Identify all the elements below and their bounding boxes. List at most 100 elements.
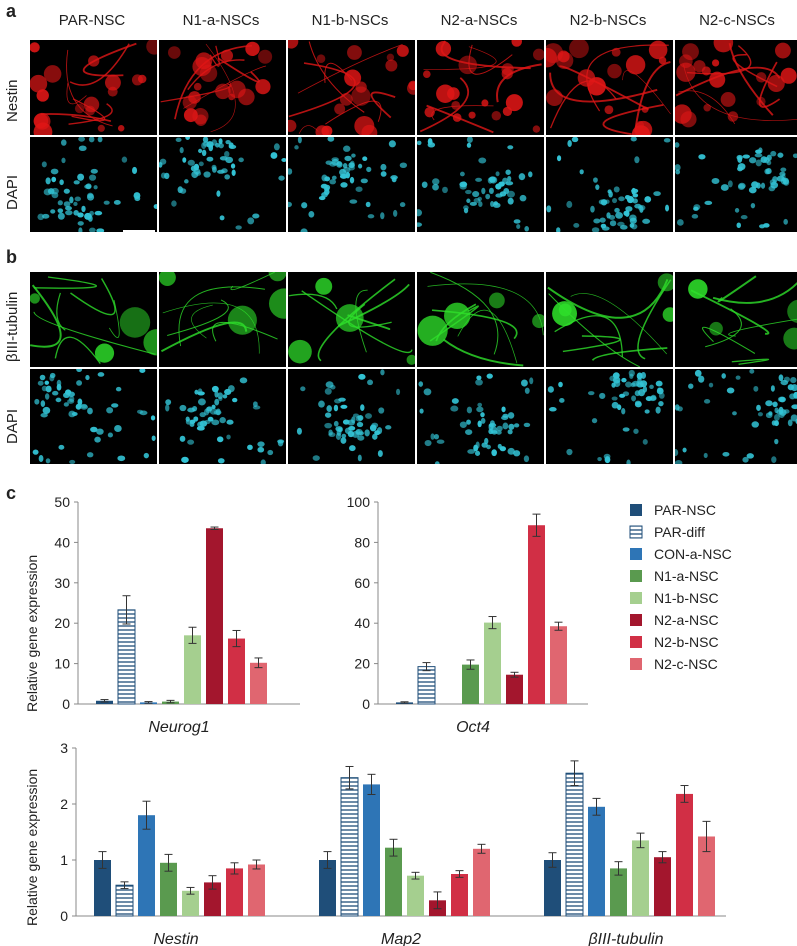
legend-label: CON-a-NSC xyxy=(654,546,732,562)
legend-label: PAR-NSC xyxy=(654,502,716,518)
bar-n2-b-nsc xyxy=(528,525,545,704)
dapi-image xyxy=(675,369,797,464)
y-tick-label: 20 xyxy=(54,615,70,631)
y-tick-label: 0 xyxy=(362,696,370,712)
dapi-image xyxy=(288,369,415,464)
column-label-n2-c: N2-c-NSCs xyxy=(699,12,775,29)
legend-swatch xyxy=(630,658,642,670)
tubulin-image xyxy=(546,272,673,367)
y-tick-label: 40 xyxy=(354,615,370,631)
legend-swatch xyxy=(630,636,642,648)
row-label-tubulin: βIII-tubulin xyxy=(4,291,21,362)
bar-par-diff xyxy=(417,666,436,705)
legend-label: N2-b-NSC xyxy=(654,634,719,650)
gene-label: Neurog1 xyxy=(148,719,209,736)
column-label-par-nsc: PAR-NSC xyxy=(58,12,126,29)
y-tick-label: 10 xyxy=(54,656,70,672)
dapi-image xyxy=(30,137,157,232)
y-tick-label: 0 xyxy=(60,908,68,924)
y-tick-label: 50 xyxy=(54,494,70,510)
y-axis-label-bottom: Relative gene expression xyxy=(24,769,40,926)
dapi-image xyxy=(546,137,673,232)
bar-n1-b-nsc xyxy=(632,840,649,916)
dapi-image xyxy=(288,137,415,232)
bar-n2-c-nsc xyxy=(248,864,265,916)
nestin-image xyxy=(159,40,286,135)
column-label-n2-a: N2-a-NSCs xyxy=(440,12,518,29)
nestin-image xyxy=(417,40,544,135)
tubulin-image xyxy=(159,272,286,367)
bar-n2-b-nsc xyxy=(676,793,693,916)
dapi-image xyxy=(675,137,797,232)
panel-letter-b: b xyxy=(6,247,17,267)
legend-swatch xyxy=(630,504,642,516)
legend-label: N2-a-NSC xyxy=(654,612,719,628)
nestin-image xyxy=(288,40,415,135)
panel-letter-c: c xyxy=(6,483,17,503)
legend-swatch xyxy=(630,548,642,560)
bar-par-nsc xyxy=(319,860,336,916)
y-tick-label: 40 xyxy=(54,534,70,550)
y-tick-label: 30 xyxy=(54,575,70,591)
bar-n2-a-nsc xyxy=(206,528,223,704)
bar-n2-c-nsc xyxy=(473,848,490,916)
gene-label: βIII-tubulin xyxy=(588,931,664,946)
bar-n2-a-nsc xyxy=(204,882,221,916)
y-tick-label: 3 xyxy=(60,740,68,756)
dapi-image xyxy=(546,369,673,464)
bar-con-a-nsc xyxy=(588,806,605,916)
gene-expression-charts: Relative gene expression Relative gene e… xyxy=(24,494,732,946)
nestin-image xyxy=(675,40,797,135)
bar-n1-a-nsc xyxy=(610,868,627,916)
tubulin-image xyxy=(417,272,544,367)
micrograph-grid-a xyxy=(30,40,797,232)
bar-par-diff xyxy=(115,884,134,917)
row-label-nestin: Nestin xyxy=(4,79,21,122)
y-tick-label: 20 xyxy=(354,656,370,672)
y-tick-label: 0 xyxy=(62,696,70,712)
tubulin-image xyxy=(288,272,415,367)
bar-n1-a-nsc xyxy=(462,664,479,704)
dapi-image xyxy=(30,369,157,464)
gene-label: Oct4 xyxy=(456,719,490,736)
column-label-n2-b: N2-b-NSCs xyxy=(569,12,647,29)
nestin-image xyxy=(546,40,673,135)
y-axis-label-top: Relative gene expression xyxy=(24,555,40,712)
bar-n2-b-nsc xyxy=(228,638,245,704)
y-tick-label: 100 xyxy=(347,494,371,510)
panel-letter-a: a xyxy=(6,1,17,21)
legend-label: N1-b-NSC xyxy=(654,590,719,606)
legend-swatch xyxy=(630,570,642,582)
bar-n1-a-nsc xyxy=(160,862,177,916)
bar-n2-a-nsc xyxy=(506,674,523,704)
bar-n1-b-nsc xyxy=(407,875,424,916)
dapi-image xyxy=(159,369,286,464)
bar-par-nsc xyxy=(94,860,111,916)
bar-n2-b-nsc xyxy=(226,868,243,916)
dapi-image xyxy=(159,137,286,232)
micrograph-grid-b xyxy=(30,272,797,464)
bar-n2-c-nsc xyxy=(250,662,267,704)
column-label-n1-a: N1-a-NSCs xyxy=(182,12,260,29)
column-label-n1-b: N1-b-NSCs xyxy=(311,12,389,29)
legend-label: N1-a-NSC xyxy=(654,568,719,584)
bar-n1-b-nsc xyxy=(182,890,199,916)
bar-n2-c-nsc xyxy=(698,836,715,916)
bar-par-nsc xyxy=(544,860,561,916)
legend-swatch xyxy=(629,525,643,539)
dapi-image xyxy=(417,137,544,232)
y-tick-label: 60 xyxy=(354,575,370,591)
bar-n1-b-nsc xyxy=(184,635,201,704)
nestin-image xyxy=(30,40,157,135)
bar-par-diff xyxy=(565,772,584,917)
bar-par-diff xyxy=(340,777,359,917)
scale-bar xyxy=(123,230,155,233)
y-tick-label: 2 xyxy=(60,796,68,812)
legend-swatch xyxy=(630,592,642,604)
y-tick-label: 1 xyxy=(60,852,68,868)
y-tick-label: 80 xyxy=(354,534,370,550)
bar-n2-a-nsc xyxy=(654,857,671,916)
bar-con-a-nsc xyxy=(138,815,155,916)
bar-con-a-nsc xyxy=(363,784,380,916)
tubulin-image xyxy=(30,272,157,367)
